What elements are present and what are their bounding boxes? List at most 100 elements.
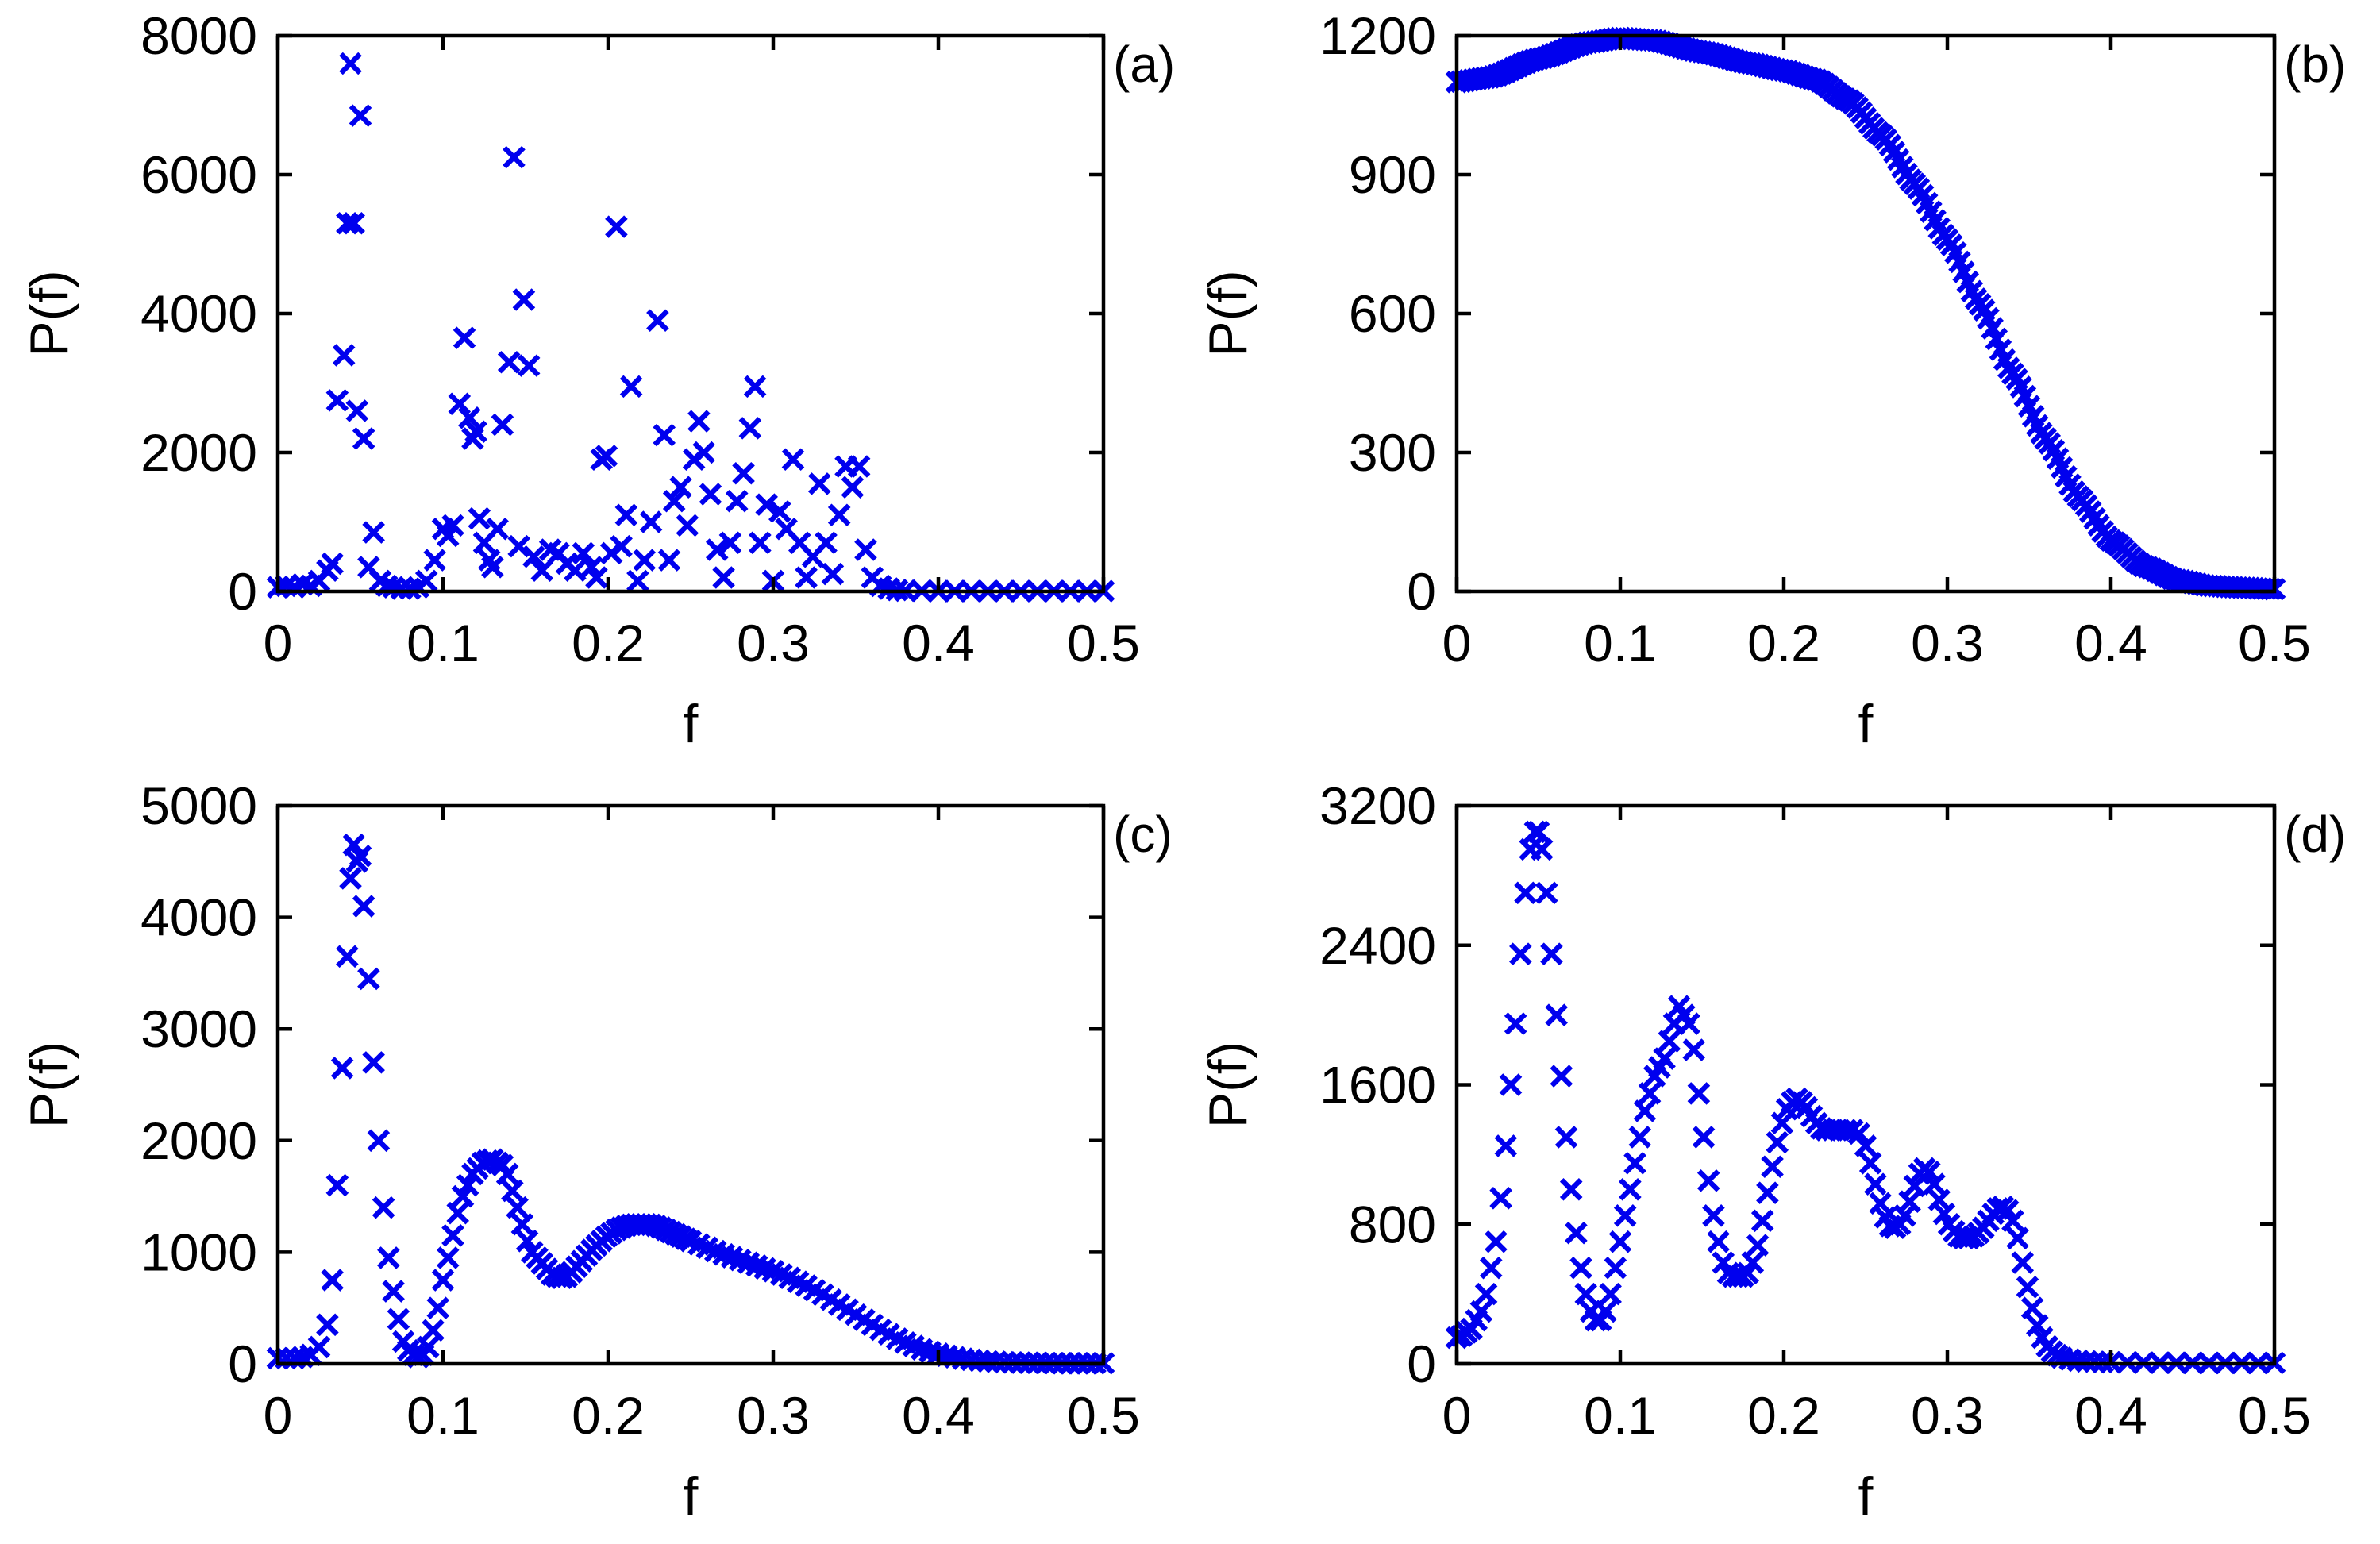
data-point-marker: [1604, 1256, 1627, 1280]
data-point-marker: [1569, 1256, 1592, 1280]
plot-frame: [275, 33, 1106, 594]
data-point-marker: [1682, 1038, 1705, 1061]
data-point-marker: [506, 1196, 529, 1219]
data-point-marker: [1633, 1099, 1657, 1122]
data-point-marker: [1761, 1155, 1784, 1179]
data-point-marker: [486, 517, 509, 541]
data-point-marker: [1658, 1030, 1681, 1053]
data-point-marker: [572, 541, 595, 565]
y-tick-label: 0: [228, 1334, 257, 1393]
data-point-marker: [2006, 1226, 2029, 1250]
data-point-marker: [307, 1335, 331, 1359]
data-point-marker: [1619, 1178, 1642, 1201]
data-point-marker: [1554, 1126, 1578, 1149]
data-point-marker: [1770, 1111, 1794, 1135]
data-point-marker: [416, 1335, 440, 1359]
y-tick-label: 0: [228, 562, 257, 621]
data-point-marker: [743, 375, 767, 399]
data-point-marker: [749, 531, 772, 555]
x-axis-label: f: [1858, 1466, 1874, 1527]
y-tick-label: 1600: [1319, 1056, 1436, 1115]
plot-frame: [1454, 803, 2277, 1366]
data-point-marker: [605, 215, 628, 238]
data-point-marker: [1623, 1152, 1646, 1175]
y-tick-label: 2400: [1319, 916, 1436, 975]
data-point-marker: [2001, 1209, 2024, 1233]
y-tick-label: 1200: [1319, 6, 1436, 65]
data-point-marker: [619, 375, 643, 399]
data-point-marker: [468, 506, 491, 530]
data-point-marker: [1469, 1300, 1493, 1323]
data-point-marker: [2020, 1296, 2044, 1319]
data-point-marker: [687, 410, 711, 433]
data-point-marker: [1599, 1282, 1622, 1306]
data-point-marker: [1559, 1178, 1583, 1201]
data-point-marker: [781, 448, 805, 472]
data-point-marker: [1545, 1003, 1568, 1026]
data-point-marker: [732, 461, 755, 485]
data-point-marker: [795, 566, 818, 589]
x-tick-label: 0: [264, 1386, 293, 1445]
y-tick-label: 0: [1407, 1334, 1436, 1393]
marker-series: [266, 833, 1115, 1375]
data-point-marker: [336, 211, 359, 235]
y-tick-label: 6000: [141, 145, 257, 204]
data-point-marker: [448, 392, 472, 416]
data-point-marker: [676, 514, 699, 537]
data-point-marker: [387, 1307, 410, 1331]
data-point-marker: [847, 455, 871, 478]
data-point-marker: [718, 531, 742, 555]
data-point-marker: [712, 566, 735, 589]
x-axis-label: f: [684, 1466, 699, 1527]
data-point-marker: [692, 441, 715, 464]
data-point-marker: [614, 503, 638, 527]
data-point-marker: [1574, 1282, 1598, 1306]
data-point-marker: [497, 350, 521, 374]
data-point-marker: [2026, 1314, 2049, 1337]
data-point-marker: [854, 538, 877, 561]
data-point-marker: [1540, 942, 1563, 966]
data-point-marker: [1696, 1169, 1720, 1192]
x-tick-label: 0.4: [2074, 614, 2147, 672]
data-point-marker: [646, 309, 669, 333]
data-point-marker: [1489, 1187, 1512, 1210]
data-point-marker: [585, 566, 608, 589]
data-point-marker: [1514, 881, 1537, 905]
plot-frame: [275, 803, 1106, 1366]
data-point-marker: [1923, 1172, 1946, 1196]
x-tick-label: 0.4: [902, 1386, 975, 1445]
data-point-marker: [367, 1129, 391, 1153]
data-point-marker: [633, 549, 657, 572]
data-point-marker: [1677, 1012, 1700, 1035]
data-point-marker: [495, 1162, 519, 1186]
data-point-marker: [325, 1173, 349, 1197]
data-point-marker: [357, 967, 380, 991]
data-point-marker: [352, 895, 375, 918]
data-point-marker: [1527, 820, 1550, 844]
data-point-marker: [441, 514, 464, 537]
data-point-marker: [1702, 1203, 1725, 1227]
y-axis-label: P(f): [19, 270, 79, 357]
marker-series: [1445, 820, 2286, 1375]
data-point-marker: [349, 104, 372, 127]
data-point-marker: [1756, 1181, 1779, 1205]
data-point-marker: [1858, 1152, 1882, 1175]
data-point-marker: [662, 489, 686, 513]
data-point-marker: [503, 145, 526, 169]
data-point-marker: [1653, 1047, 1676, 1070]
panel-c: 0 0.1 0.2 0.3 0.4 0.5 0 1000 2000 3000 4000 5000 f P(…: [19, 776, 1173, 1527]
data-point-marker: [657, 549, 681, 572]
data-point-marker: [1504, 1012, 1527, 1035]
data-point-marker: [1535, 881, 1558, 905]
data-point-marker: [517, 354, 541, 377]
x-tick-label: 0.1: [406, 1386, 479, 1445]
data-point-marker: [1750, 1209, 1774, 1233]
data-point-marker: [1898, 1190, 1921, 1213]
data-point-marker: [342, 211, 365, 235]
data-point-marker: [332, 344, 356, 367]
panel-label: (d): [2284, 806, 2346, 863]
data-point-marker: [491, 413, 514, 437]
y-tick-label: 8000: [141, 6, 257, 65]
data-point-marker: [431, 1269, 455, 1292]
data-point-marker: [530, 559, 554, 583]
